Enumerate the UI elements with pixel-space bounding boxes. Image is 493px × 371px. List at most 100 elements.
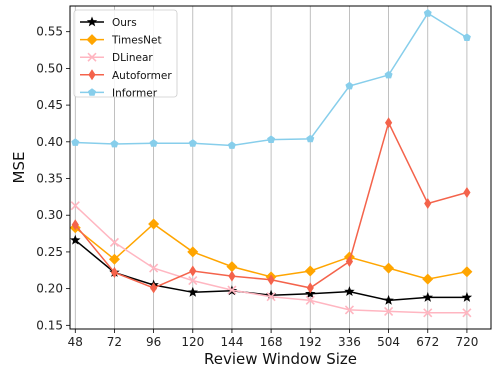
data-point-dlinear <box>266 292 276 302</box>
x-axis: 48 72 96 120 144 168 192 336 504 672 720 <box>68 329 478 349</box>
data-point-autoformer <box>424 197 432 209</box>
legend-marker <box>86 16 98 27</box>
legend-marker <box>86 34 98 46</box>
data-point-ours <box>265 289 277 300</box>
y-tick-label: 0.50 <box>36 61 63 75</box>
legend-label: Ours <box>112 17 137 29</box>
data-point-autoformer <box>345 255 354 267</box>
data-point-autoformer <box>267 274 275 286</box>
y-tick-label: 0.15 <box>36 318 63 332</box>
data-point-timesnet <box>108 253 120 265</box>
marker-stroke <box>266 292 276 302</box>
data-point-informer <box>110 139 119 148</box>
legend-label: Informer <box>112 87 158 99</box>
data-point-ours <box>422 291 433 302</box>
data-point-informer <box>149 139 158 147</box>
data-point-informer <box>423 9 432 17</box>
data-point-autoformer <box>306 282 314 294</box>
marker-stroke <box>188 275 198 286</box>
x-tick-label: 168 <box>260 335 283 349</box>
data-point-informer <box>267 135 276 143</box>
y-tick-label: 0.45 <box>36 98 63 112</box>
data-point-dlinear <box>70 201 80 211</box>
data-point-informer <box>462 33 471 41</box>
y-tick-label: 0.35 <box>36 172 63 186</box>
x-tick-label: 48 <box>68 335 83 349</box>
legend-label: DLinear <box>112 52 153 64</box>
y-tick-label: 0.20 <box>36 282 63 296</box>
legend-marker <box>88 88 96 96</box>
data-point-autoformer <box>71 219 79 231</box>
series-autoformer <box>71 117 471 294</box>
legend-marker <box>87 52 97 62</box>
data-point-informer <box>71 138 80 146</box>
marker-stroke <box>344 305 354 315</box>
data-point-ours <box>461 291 473 302</box>
x-tick-label: 120 <box>181 335 204 349</box>
data-point-autoformer <box>228 270 236 282</box>
x-tick-label: 72 <box>107 335 122 349</box>
x-tick-label: 192 <box>299 335 322 349</box>
data-point-timesnet <box>187 246 199 258</box>
series-dlinear <box>70 201 472 318</box>
data-point-autoformer <box>150 282 158 294</box>
marker-stroke <box>109 237 120 247</box>
data-point-timesnet <box>383 262 395 274</box>
data-point-dlinear <box>344 305 354 315</box>
data-point-ours <box>344 286 355 296</box>
legend-item-dlinear: DLinear <box>80 52 153 64</box>
legend-label: TimesNet <box>111 35 162 47</box>
x-tick-label: 336 <box>338 335 361 349</box>
legend-item-informer: Informer <box>80 87 158 99</box>
legend: Ours TimesNet DLinear Autoformer Informer <box>73 9 178 99</box>
x-tick-label: 144 <box>220 335 243 349</box>
data-point-autoformer <box>384 117 393 129</box>
data-point-informer <box>227 141 236 149</box>
y-axis: 0.15 0.20 0.25 0.30 0.35 0.40 0.45 0.50 0.55 <box>36 25 70 332</box>
y-tick-label: 0.55 <box>36 25 63 39</box>
data-point-timesnet <box>148 218 160 230</box>
legend-item-autoformer: Autoformer <box>80 69 172 82</box>
data-point-autoformer <box>110 266 119 278</box>
marker-stroke <box>462 308 472 318</box>
series-informer <box>71 9 471 149</box>
data-point-informer <box>345 81 354 90</box>
marker-stroke <box>227 285 237 295</box>
marker-stroke <box>70 201 80 211</box>
data-point-dlinear <box>149 263 159 273</box>
data-point-dlinear <box>227 285 237 295</box>
data-point-timesnet <box>304 265 316 277</box>
data-point-informer <box>188 139 197 147</box>
data-point-dlinear <box>305 295 315 305</box>
y-tick-label: 0.25 <box>36 245 63 259</box>
marker-stroke <box>423 308 433 318</box>
legend-item-ours: Ours <box>80 16 137 29</box>
x-tick-label: 672 <box>416 335 439 349</box>
x-tick-label: 96 <box>146 335 161 349</box>
data-point-ours <box>70 234 81 245</box>
plot-frame <box>69 5 492 330</box>
data-point-informer <box>384 70 393 79</box>
legend-item-timesnet: TimesNet <box>80 34 162 47</box>
data-point-timesnet <box>422 273 434 285</box>
data-point-ours <box>187 286 198 297</box>
marker-stroke <box>149 263 159 273</box>
data-point-ours <box>383 294 394 305</box>
data-point-dlinear <box>423 308 433 318</box>
x-tick-label: 720 <box>455 335 478 349</box>
y-tick-label: 0.30 <box>36 208 63 222</box>
marker-stroke <box>305 295 315 305</box>
marker-stroke <box>87 52 97 62</box>
legend-label: Autoformer <box>112 70 172 82</box>
x-axis-label: Review Window Size <box>204 350 357 368</box>
series-layer <box>69 9 473 318</box>
x-tick-label: 504 <box>377 335 400 349</box>
data-point-dlinear <box>384 306 394 316</box>
data-point-dlinear <box>109 237 120 247</box>
data-point-autoformer <box>463 186 471 198</box>
y-tick-label: 0.40 <box>36 135 63 149</box>
legend-marker <box>88 69 96 81</box>
data-point-autoformer <box>189 265 197 277</box>
data-point-informer <box>306 134 315 143</box>
